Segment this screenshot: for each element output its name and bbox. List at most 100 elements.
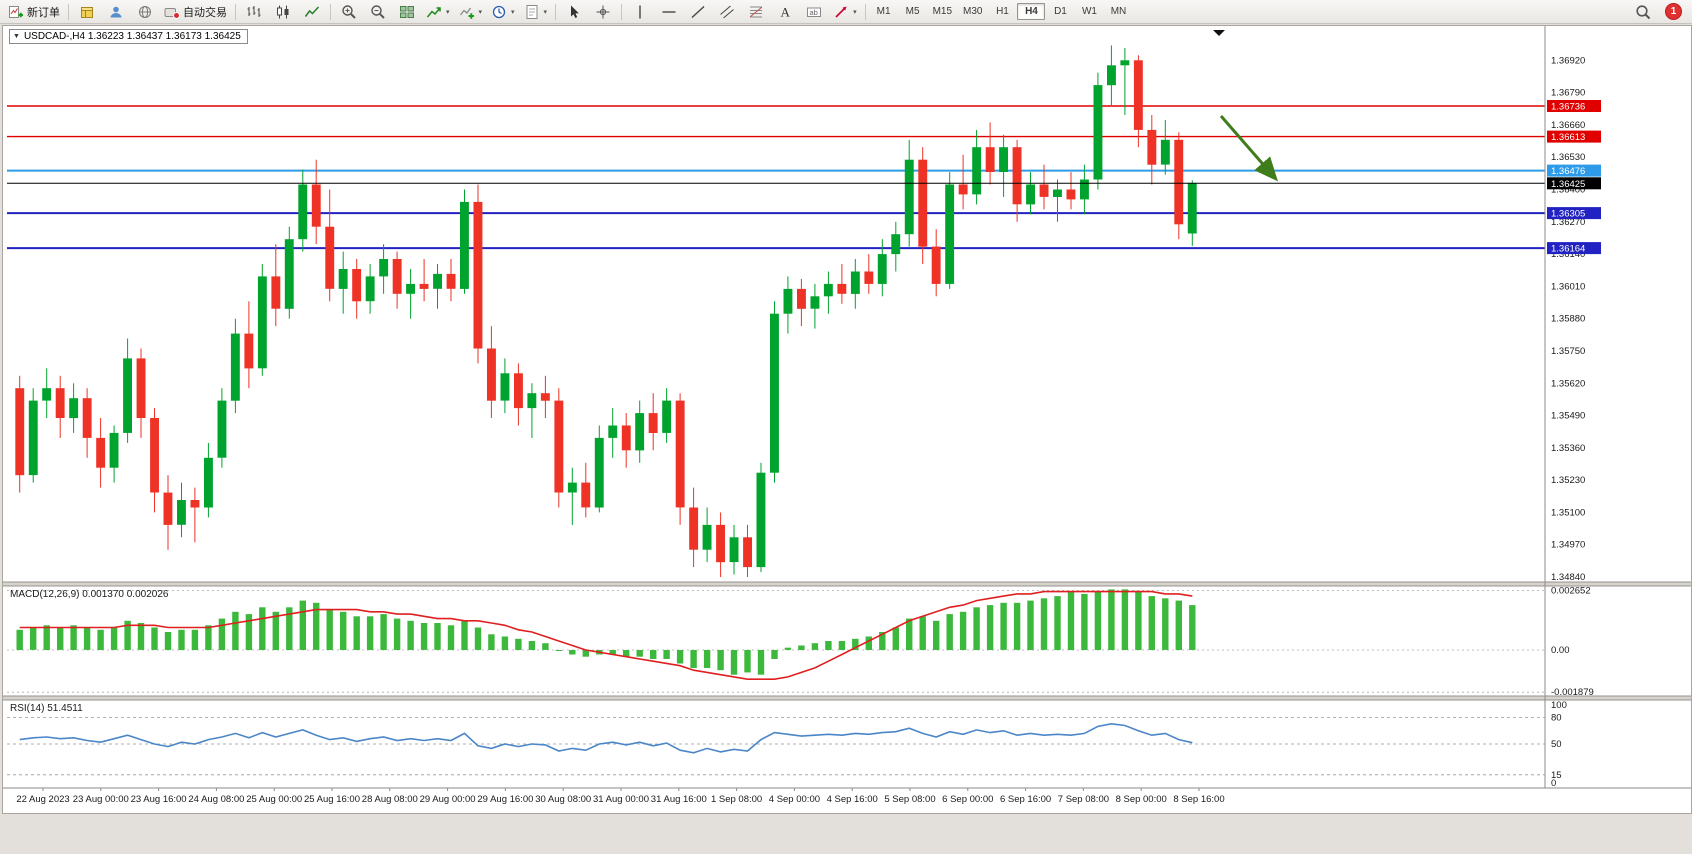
text-icon: A (781, 4, 791, 19)
chart-window[interactable]: 1.36920 1.36790 1.36660 1.36530 1.36400 1.362… (2, 25, 1692, 814)
svg-text:1.35490: 1.35490 (1551, 411, 1585, 422)
svg-text:1.36476: 1.36476 (1551, 166, 1585, 177)
candlestick-chart-button[interactable] (269, 1, 297, 23)
svg-text:1.35230: 1.35230 (1551, 475, 1585, 486)
zoom-out-button[interactable] (364, 1, 392, 23)
crosshair-icon (596, 5, 610, 18)
svg-text:1.34840: 1.34840 (1551, 572, 1585, 583)
svg-text:1.36736: 1.36736 (1551, 102, 1585, 113)
chart-shift-marker[interactable] (1213, 30, 1225, 36)
zoom-in-button[interactable] (335, 1, 363, 23)
pane-splitter[interactable] (3, 582, 1691, 586)
svg-text:1.36140: 1.36140 (1551, 249, 1585, 260)
svg-text:29 Aug 00:00: 29 Aug 00:00 (420, 794, 476, 805)
indicators-button[interactable]: ▾ (422, 1, 454, 23)
svg-text:1.36270: 1.36270 (1551, 217, 1585, 228)
timeframe-mn-button[interactable]: MN (1110, 6, 1127, 17)
chart-symbol-box[interactable]: ▼ USDCAD-,H4 1.36223 1.36437 1.36173 1.3… (9, 29, 248, 44)
timeframe-h4-button[interactable]: H4 (1017, 3, 1046, 20)
svg-text:23 Aug 00:00: 23 Aug 00:00 (73, 794, 129, 805)
svg-text:1.36164: 1.36164 (1551, 244, 1585, 255)
timeframe-h1-button[interactable]: H1 (996, 6, 1009, 17)
crosshair-tool-button[interactable] (589, 1, 617, 23)
chart-svg[interactable]: 1.36920 1.36790 1.36660 1.36530 1.36400 1.362… (3, 26, 1691, 813)
chart-symbol-text: USDCAD-,H4 1.36223 1.36437 1.36173 1.364… (23, 31, 241, 42)
bar-chart-button[interactable] (240, 1, 268, 23)
svg-text:7 Sep 08:00: 7 Sep 08:00 (1058, 794, 1109, 805)
search-icon (1636, 4, 1651, 19)
rsi-indicator-label: RSI(14) 51.4511 (10, 703, 83, 714)
timeframe-d1-button[interactable]: D1 (1054, 6, 1067, 17)
horizontal-line-tool-button[interactable] (655, 1, 683, 23)
svg-text:1.36530: 1.36530 (1551, 152, 1585, 163)
price-tag: 1.36476 (1547, 164, 1601, 177)
hline-icon (662, 10, 676, 13)
chevron-down-icon: ▾ (543, 8, 548, 16)
notification-badge[interactable]: 1 (1665, 3, 1682, 20)
cursor-tool-button[interactable] (560, 1, 588, 23)
rsi-line (19, 722, 1193, 754)
svg-text:31 Aug 00:00: 31 Aug 00:00 (593, 794, 649, 805)
community-button[interactable] (102, 1, 130, 23)
bars-icon (247, 5, 261, 17)
macd-indicator-label: MACD(12,26,9) 0.001370 0.002026 (10, 589, 169, 600)
new-order-icon (9, 5, 23, 18)
svg-text:6 Sep 16:00: 6 Sep 16:00 (1000, 794, 1051, 805)
cursor-icon (571, 5, 579, 18)
arrows-tool-button[interactable]: ▾ (829, 1, 861, 23)
timeframe-m5-button[interactable]: M5 (905, 6, 920, 17)
fibo-icon (749, 6, 763, 17)
equidistant-channel-tool-button[interactable] (713, 1, 741, 23)
timeframe-m30-button[interactable]: M30 (963, 6, 983, 17)
indicators-icon (426, 6, 441, 17)
chevron-down-icon: ▾ (446, 8, 450, 16)
svg-text:0.00: 0.00 (1551, 645, 1570, 656)
community-icon (110, 6, 122, 17)
svg-text:25 Aug 00:00: 25 Aug 00:00 (246, 794, 302, 805)
macd-signal-line (19, 590, 1193, 681)
line-chart-button[interactable] (298, 1, 326, 23)
toolbar-separator (555, 3, 557, 20)
svg-text:4 Sep 16:00: 4 Sep 16:00 (827, 794, 878, 805)
clock-icon (492, 5, 506, 18)
timeframe-m15-button[interactable]: M15 (932, 6, 953, 17)
rsi-axis[interactable]: 100 80 50 150 (1551, 700, 1567, 789)
price-axis[interactable]: 1.36920 1.36790 1.36660 1.36530 1.36400 1.362… (1551, 55, 1585, 583)
web-button[interactable] (131, 1, 159, 23)
toolbar-separator (330, 3, 331, 20)
timeframe-m1-button[interactable]: M1 (876, 6, 891, 17)
toolbar-separator (621, 3, 623, 20)
periods-button[interactable]: ▾ (487, 1, 519, 23)
line-chart-icon (304, 5, 320, 17)
trend-arrow-annotation[interactable] (1219, 115, 1278, 182)
tile-windows-button[interactable] (393, 1, 421, 23)
add-indicator-icon (459, 7, 474, 19)
chevron-down-icon: ▾ (511, 8, 515, 16)
arrows-icon (835, 6, 847, 18)
toolbar-separator (864, 3, 866, 20)
timeframe-w1-button[interactable]: W1 (1081, 6, 1097, 17)
svg-text:1.35750: 1.35750 (1551, 346, 1585, 357)
pane-splitter[interactable] (3, 696, 1691, 700)
text-label-tool-button[interactable]: ab (800, 1, 828, 23)
svg-text:1.36920: 1.36920 (1551, 55, 1585, 66)
auto-trading-button[interactable]: 自动交易 (160, 1, 231, 23)
macd-axis[interactable]: 0.002652 0.00 -0.001879 (1551, 585, 1594, 698)
svg-text:100: 100 (1551, 700, 1567, 711)
svg-text:25 Aug 16:00: 25 Aug 16:00 (304, 794, 360, 805)
trendline-tool-button[interactable] (684, 1, 712, 23)
svg-text:1.36613: 1.36613 (1551, 132, 1585, 143)
collapse-triangle-icon[interactable]: ▼ (13, 33, 20, 40)
add-indicator-button[interactable]: ▾ (455, 1, 487, 23)
svg-text:80: 80 (1551, 713, 1562, 724)
market-button[interactable] (73, 1, 101, 23)
search-button[interactable] (1629, 1, 1657, 23)
vertical-line-tool-button[interactable] (626, 1, 654, 23)
new-order-button[interactable]: 新订单 (4, 1, 64, 23)
text-tool-button[interactable]: A (771, 1, 799, 23)
toolbar-right-group: 1 (1629, 1, 1692, 23)
time-axis[interactable]: 22 Aug 2023 23 Aug 00:00 23 Aug 16:00 24 Au… (16, 788, 1225, 805)
svg-text:23 Aug 16:00: 23 Aug 16:00 (131, 794, 187, 805)
templates-button[interactable]: ▾ (520, 1, 552, 23)
fibonacci-tool-button[interactable] (742, 1, 770, 23)
